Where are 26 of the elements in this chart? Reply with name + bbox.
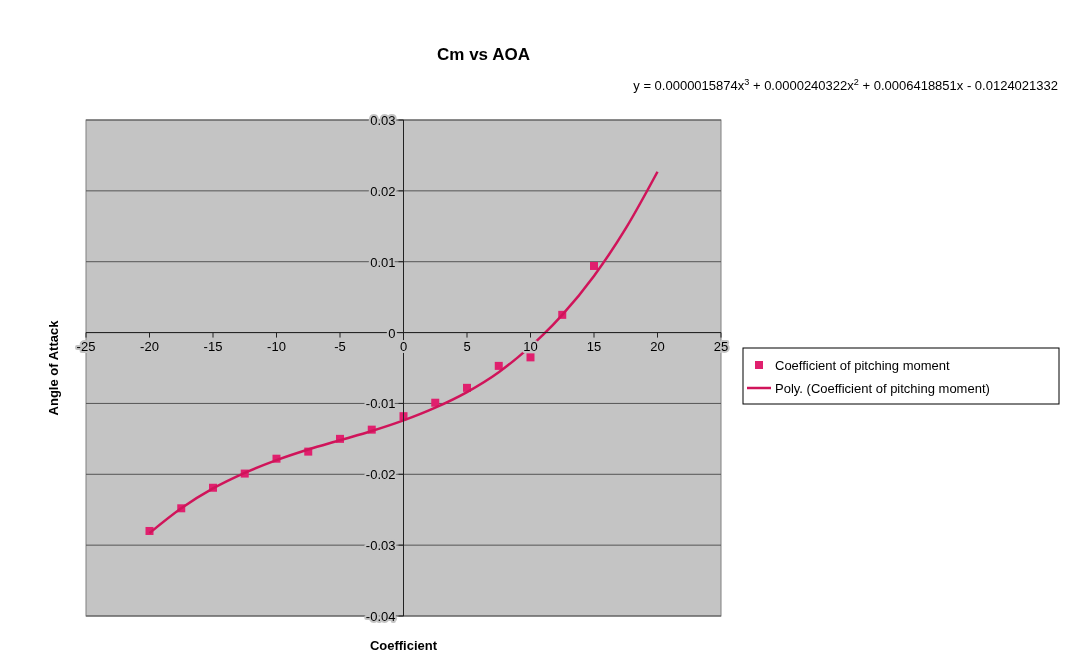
x-tick-label: -15 (203, 338, 223, 354)
x-tick-label: -25 (76, 338, 96, 354)
text: y = 0.0000015874x$^{3}$ + 0.0000240322x$^{2}$ + 0.0006418851x - 0.0124021332 (633, 77, 1058, 93)
y-tick-label: -0.02 (365, 467, 396, 483)
x-axis-title: Coefficient (369, 638, 438, 653)
x-tick-label: -10 (267, 338, 286, 354)
point (590, 261, 598, 270)
y-axis-title: Angle of Attack (46, 319, 61, 416)
y-tick-label: 0.01 (370, 254, 396, 270)
y-tick-label: -0.04 (365, 609, 396, 624)
y-tick-label: -0.03 (365, 538, 396, 554)
y-tick-label: -0.01 (365, 396, 396, 412)
x-tick-label: -5 (334, 338, 346, 354)
point (431, 398, 440, 407)
x-tick-label: -20 (140, 338, 159, 354)
point (494, 361, 503, 370)
legend-label: Poly. (Coefficient of pitching moment) (775, 381, 990, 396)
x-tick-label: 20 (650, 338, 665, 354)
y-tick-label: 0.02 (370, 183, 396, 199)
y-tick-label: 0.03 (370, 113, 396, 128)
point (526, 353, 535, 362)
x-tick-label: 25 (713, 338, 729, 354)
x-tick-label: 5 (463, 338, 471, 354)
legend-label: Coefficient of pitching moment (775, 358, 951, 373)
x-tick-label: 15 (586, 338, 602, 354)
chart-title: Cm vs AOA (437, 45, 530, 64)
